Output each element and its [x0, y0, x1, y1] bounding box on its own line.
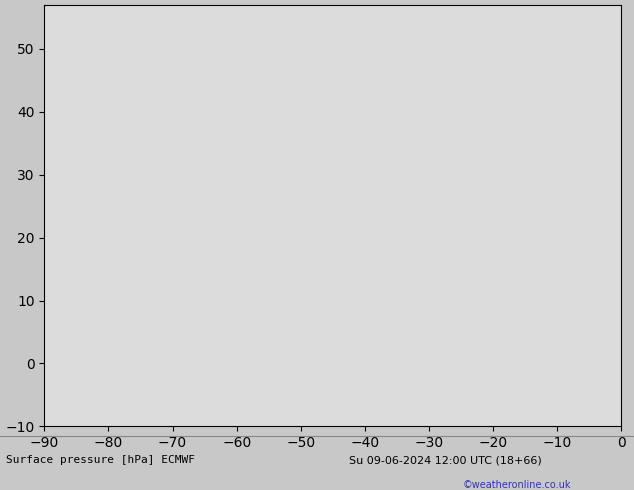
- Text: ©weatheronline.co.uk: ©weatheronline.co.uk: [463, 480, 571, 490]
- Text: Su 09-06-2024 12:00 UTC (18+66): Su 09-06-2024 12:00 UTC (18+66): [349, 455, 541, 466]
- Text: Surface pressure [hPa] ECMWF: Surface pressure [hPa] ECMWF: [6, 455, 195, 466]
